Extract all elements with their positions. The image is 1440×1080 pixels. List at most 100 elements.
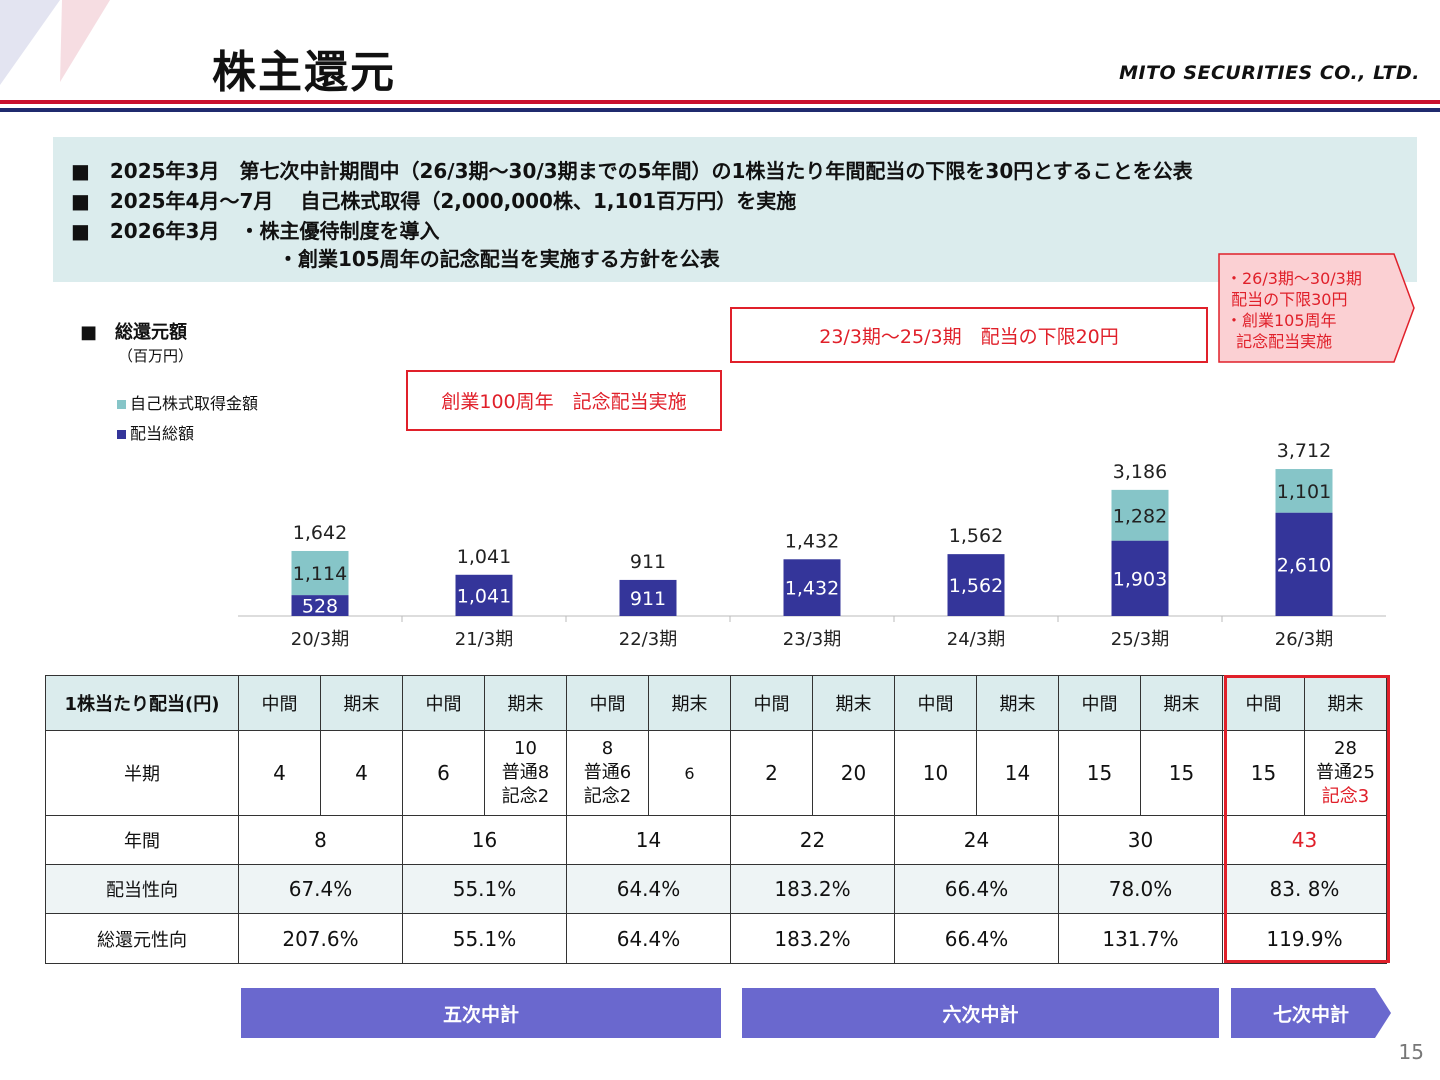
chart-unit: （百万円） bbox=[118, 347, 194, 365]
cell-line: 普通6 bbox=[583, 762, 632, 783]
table-cell: 中間 bbox=[402, 675, 485, 731]
cell-line: 10 bbox=[514, 738, 537, 759]
bar-dividend bbox=[291, 595, 349, 616]
table-cell: 20 bbox=[812, 730, 895, 816]
bar-buyback bbox=[1111, 489, 1169, 541]
bar-value-label: 1,562 bbox=[949, 575, 1003, 597]
cell-line: 記念2 bbox=[583, 786, 632, 807]
legend-label: 配当総額 bbox=[130, 424, 195, 443]
table-cell: 119.9% bbox=[1222, 913, 1387, 964]
legend-swatch-buyback bbox=[117, 400, 126, 409]
plan-seventh: 七次中計 bbox=[1231, 988, 1391, 1038]
bar-total-label: 3,712 bbox=[1277, 440, 1331, 462]
bar-value-label: 1,101 bbox=[1277, 481, 1331, 503]
table-cell: 中間 bbox=[566, 675, 649, 731]
table-cell: 64.4% bbox=[566, 913, 731, 964]
table-cell-stacked: 28 普通25 記念3 bbox=[1304, 730, 1387, 816]
table-cell: 期末 bbox=[648, 675, 731, 731]
table-cell: 期末 bbox=[320, 675, 403, 731]
highlight-frame-26-3 bbox=[1224, 675, 1390, 963]
table-cell: 66.4% bbox=[894, 913, 1059, 964]
table-cell-stacked: 8 普通6 記念2 bbox=[566, 730, 649, 816]
bar-chart: 528 1,114 1,642 20/3期 1,041 1,041 21/3期 911 911 2… bbox=[238, 440, 1386, 650]
x-tick-label: 21/3期 bbox=[455, 629, 513, 650]
table-cell-stacked: 10 普通8 記念2 bbox=[484, 730, 567, 816]
table-row-label: 配当性向 bbox=[45, 864, 239, 914]
table-cell: 中間 bbox=[894, 675, 977, 731]
table-cell: 14 bbox=[566, 815, 731, 865]
cell-line: 記念3 bbox=[1321, 786, 1370, 807]
table-cell: 中間 bbox=[238, 675, 321, 731]
bar-value-label: 1,282 bbox=[1113, 505, 1167, 527]
bar-total-label: 911 bbox=[630, 551, 666, 573]
table-cell: 30 bbox=[1058, 815, 1223, 865]
bar-dividend bbox=[1275, 512, 1333, 616]
bar-total-label: 1,562 bbox=[949, 525, 1003, 547]
x-tick-label: 24/3期 bbox=[947, 629, 1005, 650]
table-cell: 15 bbox=[1058, 730, 1141, 816]
table-cell: 15 bbox=[1222, 730, 1305, 816]
table-cell: 55.1% bbox=[402, 864, 567, 914]
bar-dividend bbox=[783, 559, 841, 616]
x-tick-label: 23/3期 bbox=[783, 629, 841, 650]
table-cell: 16 bbox=[402, 815, 567, 865]
page-number: 15 bbox=[1398, 1040, 1424, 1064]
table-cell: 6 bbox=[402, 730, 485, 816]
x-tick-label: 26/3期 bbox=[1275, 629, 1333, 650]
company-logo: MITO SECURITIES CO., LTD. bbox=[1119, 62, 1420, 84]
callout-dividend-floor-20: 23/3期～25/3期 配当の下限20円 bbox=[730, 307, 1208, 363]
table-cell: 67.4% bbox=[238, 864, 403, 914]
bar-total-label: 3,186 bbox=[1113, 461, 1167, 483]
table-cell: 期末 bbox=[976, 675, 1059, 731]
table-cell: 期末 bbox=[484, 675, 567, 731]
cell-line: 普通25 bbox=[1316, 762, 1375, 783]
table-cell: 55.1% bbox=[402, 913, 567, 964]
table-cell: 期末 bbox=[812, 675, 895, 731]
x-tick-label: 20/3期 bbox=[291, 629, 349, 650]
callout-arrow-shape bbox=[1218, 253, 1415, 363]
table-cell: 中間 bbox=[730, 675, 813, 731]
table-cell: 4 bbox=[320, 730, 403, 816]
bar-value-label: 2,610 bbox=[1277, 554, 1331, 576]
table-cell: 66.4% bbox=[894, 864, 1059, 914]
legend-label: 自己株式取得金額 bbox=[130, 394, 259, 413]
table-cell: 78.0% bbox=[1058, 864, 1223, 914]
callout-next-plan: ・26/3期～30/3期 配当の下限30円 ・創業105周年 記念配当実施 bbox=[1226, 269, 1362, 351]
chart-title: ■ 総還元額 bbox=[80, 322, 188, 343]
table-cell: 207.6% bbox=[238, 913, 403, 964]
x-tick-label: 25/3期 bbox=[1111, 629, 1169, 650]
table-cell: 期末 bbox=[1304, 675, 1387, 731]
summary-box: ■ 2025年3月 第七次中計期間中（26/3期～30/3期までの5年間）の1株… bbox=[53, 137, 1417, 282]
table-cell: 8 bbox=[238, 815, 403, 865]
table-cell: 10 bbox=[894, 730, 977, 816]
bar-dividend bbox=[619, 579, 677, 616]
cell-line: 8 bbox=[601, 738, 614, 759]
bar-total-label: 1,432 bbox=[785, 530, 839, 552]
table-cell: 中間 bbox=[1058, 675, 1141, 731]
dividend-table: 1株当たり配当(円) 中間 期末 中間 期末 中間 期末 中間 期末 中間 期末… bbox=[45, 675, 1387, 964]
cell-line: 28 bbox=[1334, 738, 1357, 759]
bar-buyback bbox=[291, 550, 349, 596]
table-cell: 43 bbox=[1222, 815, 1387, 865]
x-tick-label: 22/3期 bbox=[619, 629, 677, 650]
summary-line: ■ 2025年3月 第七次中計期間中（26/3期～30/3期までの5年間）の1株… bbox=[71, 159, 1193, 183]
summary-line: ■ 2026年3月 ・株主優待制度を導入 bbox=[71, 219, 440, 243]
table-cell: 22 bbox=[730, 815, 895, 865]
table-row-label: 1株当たり配当(円) bbox=[45, 675, 239, 731]
cell-line: 記念2 bbox=[501, 786, 550, 807]
plan-fifth: 五次中計 bbox=[241, 988, 721, 1038]
plan-sixth: 六次中計 bbox=[742, 988, 1219, 1038]
legend-buyback: 自己株式取得金額 bbox=[117, 390, 258, 414]
table-cell: 131.7% bbox=[1058, 913, 1223, 964]
table-row-half: 半期 4 4 6 10 普通8 記念2 8 普通6 記念2 6 2 20 10 … bbox=[45, 730, 1387, 816]
table-row-annual: 年間 8 16 14 22 24 30 43 bbox=[45, 815, 1387, 865]
table-cell: 6 bbox=[648, 730, 731, 816]
bar-dividend bbox=[455, 574, 513, 616]
table-cell: 183.2% bbox=[730, 864, 895, 914]
legend-dividend: 配当総額 bbox=[117, 420, 194, 444]
table-cell: 14 bbox=[976, 730, 1059, 816]
page-title: 株主還元 bbox=[212, 47, 396, 98]
bar-value-label: 1,903 bbox=[1113, 568, 1167, 590]
table-row-payout: 配当性向 67.4% 55.1% 64.4% 183.2% 66.4% 78.0… bbox=[45, 864, 1387, 914]
bar-value-label: 528 bbox=[302, 596, 338, 618]
